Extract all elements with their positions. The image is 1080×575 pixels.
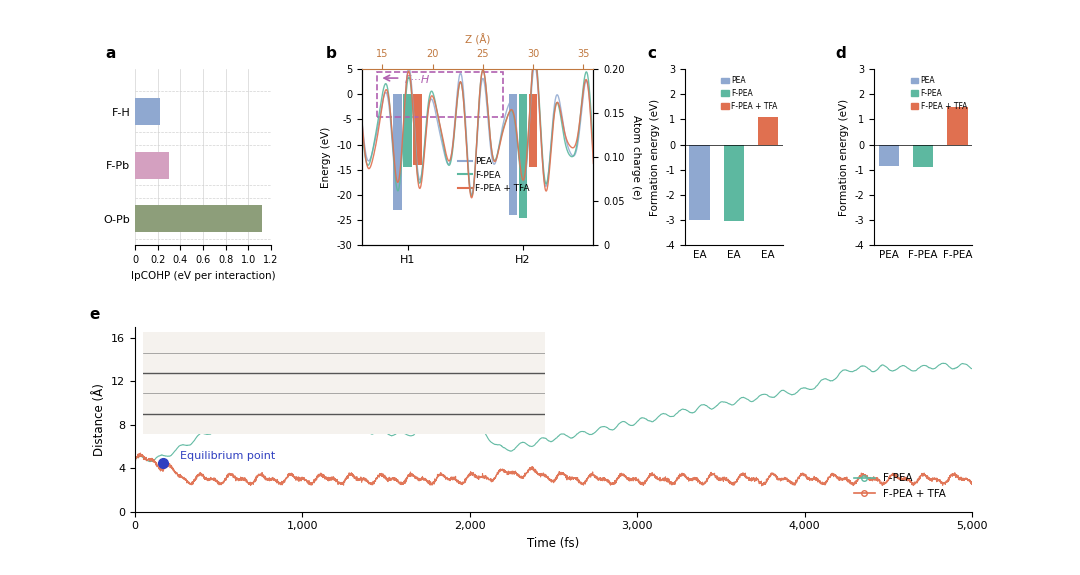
Legend: F-PEA, F-PEA + TFA: F-PEA, F-PEA + TFA	[850, 469, 950, 503]
Bar	[529, 94, 538, 167]
Bar	[758, 117, 779, 144]
Text: e: e	[89, 307, 99, 322]
Bar	[135, 98, 160, 125]
Y-axis label: Energy (eV): Energy (eV)	[321, 126, 332, 188]
Y-axis label: Formation energy (eV): Formation energy (eV)	[650, 98, 660, 216]
X-axis label: Z (Å): Z (Å)	[465, 34, 490, 46]
Bar	[879, 144, 900, 166]
Legend: PEA, F-PEA, F-PEA + TFA: PEA, F-PEA, F-PEA + TFA	[718, 73, 781, 114]
X-axis label: IpCOHP (eV per interaction): IpCOHP (eV per interaction)	[131, 271, 275, 281]
Bar	[403, 94, 411, 167]
Bar	[724, 144, 744, 221]
Bar	[135, 205, 261, 232]
Bar	[947, 107, 968, 144]
Y-axis label: Formation energy (eV): Formation energy (eV)	[839, 98, 849, 216]
Text: Equilibrium point: Equilibrium point	[180, 451, 275, 462]
Bar	[393, 94, 402, 210]
X-axis label: Time (fs): Time (fs)	[527, 537, 580, 550]
Legend: PEA, F-PEA, F-PEA + TFA: PEA, F-PEA, F-PEA + TFA	[907, 73, 970, 114]
Bar	[135, 152, 168, 178]
Text: d: d	[835, 47, 846, 62]
Bar	[689, 144, 710, 220]
Text: c: c	[648, 47, 657, 62]
Text: F···H: F···H	[405, 75, 430, 85]
Y-axis label: Distance (Å): Distance (Å)	[93, 383, 106, 455]
Text: b: b	[325, 47, 336, 62]
Legend: PEA, F-PEA, F-PEA + TFA: PEA, F-PEA, F-PEA + TFA	[455, 154, 534, 197]
Bar	[518, 94, 527, 217]
Text: a: a	[105, 47, 116, 62]
Bar	[913, 144, 933, 167]
Y-axis label: Atom charge (e): Atom charge (e)	[632, 115, 642, 200]
Bar	[414, 94, 422, 164]
Bar	[509, 94, 517, 215]
